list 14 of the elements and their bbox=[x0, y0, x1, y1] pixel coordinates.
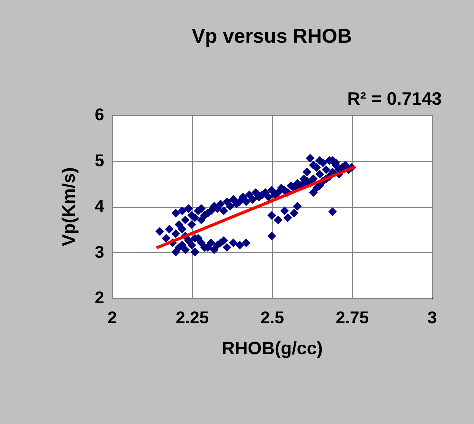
y-tick-label: 6 bbox=[95, 106, 104, 124]
chart-title: Vp versus RHOB bbox=[192, 26, 352, 48]
x-tick-label: 2 bbox=[108, 308, 118, 328]
y-tick-label: 4 bbox=[95, 197, 106, 216]
text: R² = 0.7143 bbox=[347, 89, 442, 109]
x-tick-label: 2.5 bbox=[260, 308, 284, 328]
y-tick-label: 5 bbox=[95, 151, 104, 170]
x-axis-title: RHOB(g/cc) bbox=[222, 338, 324, 358]
y-tick-label: 3 bbox=[95, 242, 104, 262]
x-tick-label: 2.25 bbox=[176, 308, 210, 328]
y-axis-title: Vp(Km/s) bbox=[59, 167, 80, 247]
y-tick-label: 2 bbox=[95, 288, 104, 308]
x-tick-label: 2.75 bbox=[336, 308, 370, 328]
x-tick-label: 3 bbox=[428, 308, 438, 328]
